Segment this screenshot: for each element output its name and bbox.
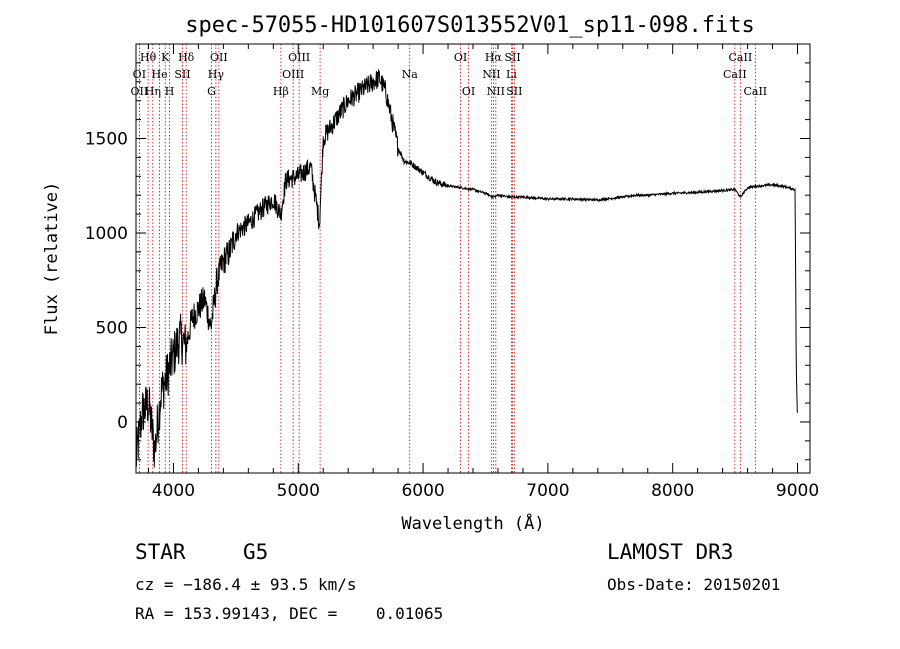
spectral-line-label: SII bbox=[504, 51, 520, 64]
spectral-line-label: SII bbox=[174, 68, 190, 81]
spectral-line-label: CaII bbox=[723, 68, 747, 81]
spectral-line-label: OII bbox=[131, 85, 149, 98]
spectral-line-label: Hγ bbox=[208, 68, 225, 81]
spectral-line-label: OIII bbox=[288, 51, 310, 64]
y-tick-label: 0 bbox=[117, 413, 128, 433]
y-tick-label: 1000 bbox=[85, 224, 128, 244]
spectral-line-label: OII bbox=[210, 51, 228, 64]
x-tick-label: 4000 bbox=[152, 481, 195, 501]
spectral-line-label: Hβ bbox=[273, 85, 289, 98]
x-tick-label: 7000 bbox=[526, 481, 569, 501]
spectral-line-label: Hη bbox=[145, 85, 161, 98]
spectral-line-label: H bbox=[165, 85, 175, 98]
plot-frame bbox=[135, 43, 811, 474]
spectral-line-label: G bbox=[207, 85, 216, 98]
object-subclass: G5 bbox=[243, 540, 269, 564]
spectral-line-label: CaII bbox=[743, 85, 767, 98]
spectral-line-label: Mg bbox=[311, 85, 329, 98]
spectral-line-label: NII bbox=[482, 68, 500, 81]
spectrum-line bbox=[135, 69, 798, 468]
x-axis-title: Wavelength (Å) bbox=[401, 512, 544, 534]
redshift-velocity: cz = −186.4 ± 93.5 km/s bbox=[135, 575, 357, 594]
spectral-line-label: NII bbox=[487, 85, 505, 98]
spectral-line-label: Hα bbox=[485, 51, 503, 64]
spectral-line-label: SII bbox=[506, 85, 522, 98]
spectral-line-label: Li bbox=[506, 68, 517, 81]
y-tick-label: 500 bbox=[96, 318, 128, 338]
x-tick-label: 9000 bbox=[776, 481, 819, 501]
spectral-line-label: CaII bbox=[729, 51, 753, 64]
chart-title: spec-57055-HD101607S013552V01_sp11-098.f… bbox=[185, 13, 755, 38]
object-class: STAR bbox=[135, 540, 186, 564]
spectral-line-label: OI bbox=[462, 85, 475, 98]
y-tick-label: 1500 bbox=[85, 129, 128, 149]
sky-coordinates: RA = 153.99143, DEC = 0.01065 bbox=[135, 604, 444, 623]
y-axis-title: Flux (relative) bbox=[42, 182, 62, 336]
observation-date: Obs-Date: 20150201 bbox=[607, 575, 781, 594]
x-tick-label: 5000 bbox=[277, 481, 320, 501]
x-tick-label: 8000 bbox=[651, 481, 694, 501]
spectral-line-label: OI bbox=[454, 51, 467, 64]
x-tick-label: 6000 bbox=[401, 481, 444, 501]
survey-name: LAMOST DR3 bbox=[607, 540, 734, 564]
spectral-line-label: He bbox=[152, 68, 168, 81]
spectral-line-label: OIII bbox=[282, 68, 304, 81]
spectral-line-label: K bbox=[161, 51, 170, 64]
spectral-line-label: Hθ bbox=[140, 51, 157, 64]
spectral-line-label: Na bbox=[402, 68, 419, 81]
spectral-line-label: Hδ bbox=[178, 51, 195, 64]
